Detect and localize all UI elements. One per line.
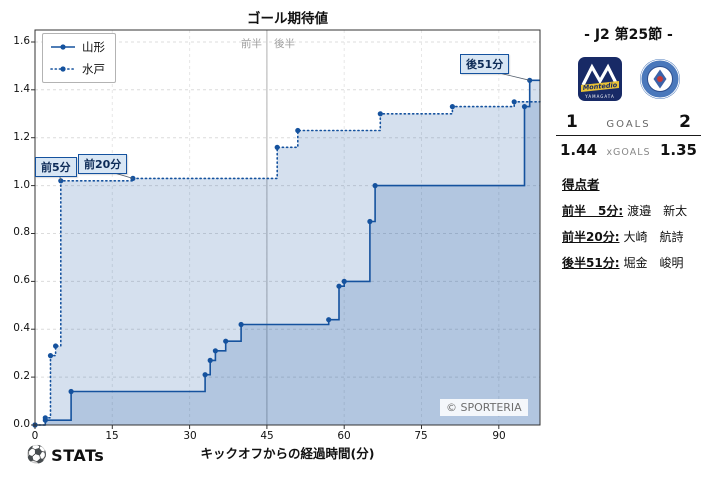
svg-text:YAMAGATA: YAMAGATA — [584, 94, 614, 99]
data-marker — [527, 77, 533, 83]
xgoals-label: xGOALS — [606, 147, 651, 158]
scorer-name: 渡邉 新太 — [627, 204, 688, 218]
x-axis-label: キックオフからの経過時間(分) — [200, 446, 375, 461]
x-tick-label: 60 — [337, 430, 351, 442]
dotted-line-sample-icon — [50, 66, 76, 72]
goal-annotation: 前20分 — [78, 154, 128, 174]
y-tick-label: 1.4 — [13, 83, 30, 95]
x-tick-label: 0 — [31, 430, 39, 442]
data-marker — [511, 99, 517, 105]
mito-hollyhock-logo — [639, 59, 680, 99]
solid-line-sample-icon — [51, 44, 75, 50]
sporteria-watermark: © SPORTERIA — [440, 399, 528, 416]
montedio-yamagata-logo: Montedio YAMAGATA — [577, 57, 622, 101]
y-tick-label: 0.0 — [13, 418, 30, 430]
xgoals-row: 1.44 xGOALS 1.35 — [552, 141, 705, 159]
data-marker — [238, 321, 244, 328]
data-marker — [274, 144, 280, 150]
away-xgoals: 1.35 — [659, 141, 697, 159]
x-tick-label: 30 — [183, 430, 197, 442]
goal-annotation: 後51分 — [460, 54, 510, 74]
data-marker — [372, 183, 378, 189]
score-divider — [556, 135, 701, 136]
first-half-label: 前半 — [241, 38, 262, 50]
data-marker — [53, 343, 59, 349]
x-tick-label: 15 — [105, 430, 119, 442]
plot-frame — [34, 29, 541, 426]
scorers-title: 得点者 — [562, 177, 600, 192]
home-goals: 1 — [566, 112, 578, 132]
scorer-name: 大崎 航詩 — [623, 230, 684, 244]
x-tick-label: 45 — [260, 430, 274, 442]
score-row: 1 GOALS 2 — [552, 112, 705, 132]
x-tick-label: 90 — [492, 430, 506, 442]
data-marker — [336, 283, 342, 289]
stats-brand: ⚽ STATs — [26, 446, 104, 465]
y-tick-label: 0.4 — [13, 322, 30, 334]
y-tick-label: 0.6 — [13, 274, 30, 286]
data-marker — [341, 278, 347, 284]
chart-legend: 山形 水戸 — [42, 33, 116, 83]
scorer-time: 後半51分: — [562, 256, 620, 270]
match-info-panel: - J2 第25節 - Montedio YAMAGATA 1 GOALS 2 … — [552, 0, 705, 271]
legend-label-mito: 水戸 — [82, 62, 105, 76]
scorer-row: 前半20分: 大崎 航詩 — [562, 228, 705, 245]
legend-label-yamagata: 山形 — [82, 40, 105, 54]
xg-step-chart-canvas — [31, 29, 541, 429]
y-tick-label: 1.0 — [13, 179, 30, 191]
data-marker — [367, 218, 373, 225]
data-marker — [377, 111, 383, 117]
match-round-title: - J2 第25節 - — [584, 27, 673, 43]
chart-title: ゴール期待値 — [247, 11, 328, 27]
home-xgoals: 1.44 — [560, 141, 598, 159]
x-tick-label: 75 — [414, 430, 428, 442]
data-marker — [223, 338, 229, 344]
scorer-row: 前半 5分: 渡邉 新太 — [562, 202, 705, 219]
plot-area — [35, 30, 540, 425]
series-fill-1 — [35, 101, 540, 426]
svg-text:Montedio: Montedio — [582, 81, 618, 92]
series-fill-0 — [35, 80, 540, 426]
stats-brand-text: STATs — [51, 446, 105, 465]
goal-annotation: 前5分 — [35, 157, 77, 177]
legend-item-mito: 水戸 — [50, 61, 105, 77]
goals-label: GOALS — [606, 119, 651, 130]
scorer-row: 後半51分: 堀金 峻明 — [562, 254, 705, 271]
series-line-0 — [35, 79, 540, 426]
y-tick-label: 1.2 — [13, 131, 30, 143]
scorer-list: 前半 5分: 渡邉 新太 前半20分: 大崎 航詩 後半51分: 堀金 峻明 — [552, 202, 705, 271]
data-marker — [47, 353, 54, 359]
y-tick-label: 0.8 — [13, 226, 30, 238]
data-marker — [326, 317, 332, 323]
data-marker — [295, 127, 301, 134]
second-half-label: 後半 — [274, 38, 295, 50]
scorer-time: 前半 5分: — [562, 204, 624, 218]
legend-item-yamagata: 山形 — [50, 39, 105, 55]
soccer-ball-icon: ⚽ — [26, 445, 48, 465]
data-marker — [449, 104, 455, 110]
scorer-name: 堀金 峻明 — [623, 256, 684, 270]
away-goals: 2 — [679, 112, 691, 132]
team-logos: Montedio YAMAGATA — [552, 55, 705, 103]
scorer-time: 前半20分: — [562, 230, 620, 244]
data-marker — [212, 348, 218, 354]
data-marker — [202, 372, 208, 378]
y-tick-label: 1.6 — [13, 35, 30, 47]
series-line-1 — [34, 101, 541, 426]
data-marker — [521, 104, 528, 110]
y-tick-label: 0.2 — [13, 370, 30, 382]
data-marker — [42, 415, 48, 421]
data-marker — [68, 388, 74, 395]
data-marker — [207, 357, 213, 363]
